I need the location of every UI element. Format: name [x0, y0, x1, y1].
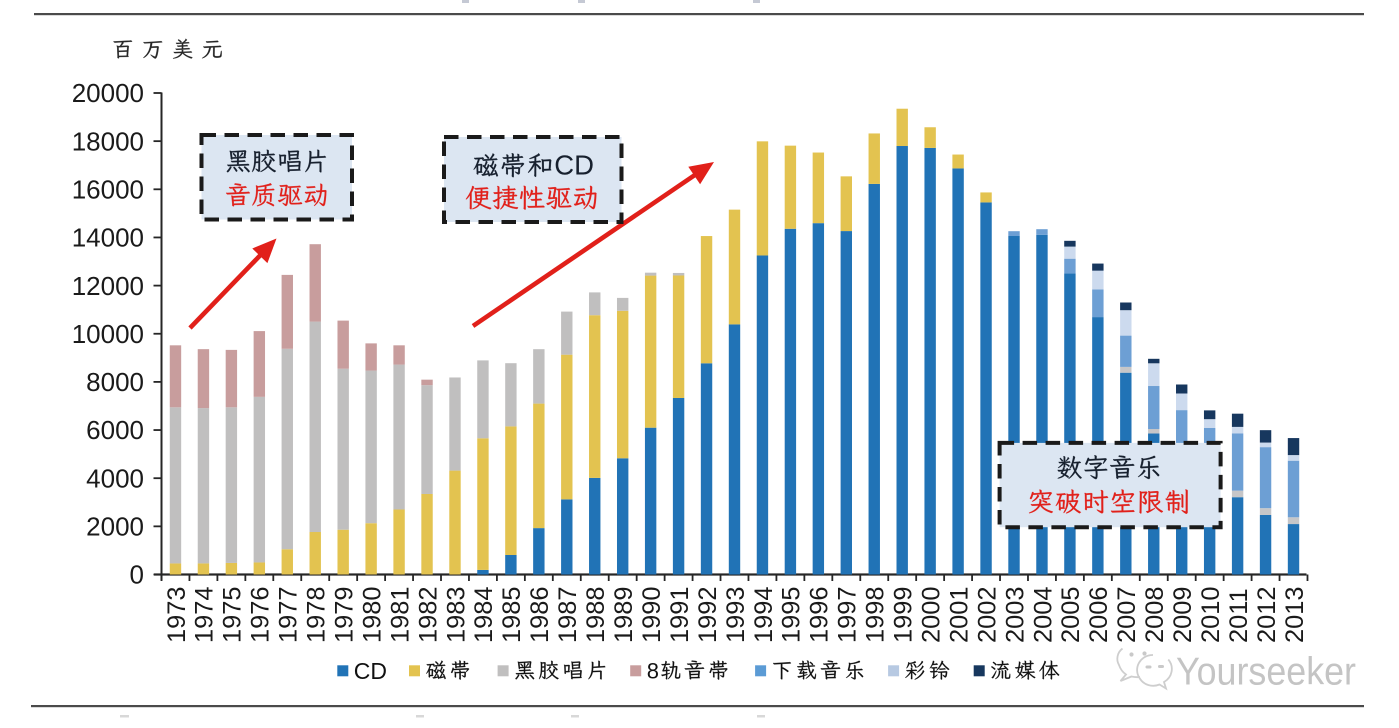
svg-text:1988: 1988 — [582, 587, 610, 643]
svg-text:1994: 1994 — [750, 587, 778, 643]
svg-text:10000: 10000 — [72, 319, 144, 349]
svg-text:1999: 1999 — [890, 587, 918, 643]
svg-text:1993: 1993 — [722, 587, 750, 643]
svg-text:2010: 2010 — [1197, 587, 1225, 643]
svg-text:2005: 2005 — [1057, 587, 1085, 643]
svg-text:CD: CD — [554, 150, 594, 181]
svg-text:Yourseeker: Yourseeker — [1176, 651, 1356, 694]
svg-text:8: 8 — [647, 659, 659, 684]
svg-text:1995: 1995 — [778, 587, 806, 643]
svg-text:1975: 1975 — [219, 587, 247, 643]
svg-text:12000: 12000 — [72, 271, 144, 301]
svg-text:1973: 1973 — [163, 587, 191, 643]
svg-text:1982: 1982 — [414, 587, 442, 643]
svg-text:1978: 1978 — [303, 587, 331, 643]
svg-text:1996: 1996 — [806, 587, 834, 643]
svg-text:2011: 2011 — [1225, 588, 1253, 643]
svg-text:1985: 1985 — [498, 587, 526, 643]
svg-text:6000: 6000 — [86, 415, 144, 445]
svg-text:2001: 2001 — [945, 587, 973, 643]
svg-text:1984: 1984 — [470, 587, 498, 643]
svg-text:1997: 1997 — [834, 587, 862, 643]
svg-text:20000: 20000 — [72, 78, 144, 108]
svg-text:1974: 1974 — [191, 587, 219, 643]
svg-text:2013: 2013 — [1281, 587, 1309, 643]
svg-text:2004: 2004 — [1029, 587, 1057, 643]
svg-text:2003: 2003 — [1001, 587, 1029, 643]
svg-text:18000: 18000 — [72, 126, 144, 156]
svg-text:14000: 14000 — [72, 223, 144, 253]
svg-text:0: 0 — [130, 560, 144, 590]
svg-text:2000: 2000 — [86, 512, 144, 542]
svg-text:2012: 2012 — [1253, 587, 1281, 643]
svg-text:1977: 1977 — [275, 587, 303, 643]
svg-text:CD: CD — [354, 658, 387, 684]
svg-text:1990: 1990 — [638, 587, 666, 643]
svg-text:2009: 2009 — [1169, 587, 1197, 643]
svg-text:1981: 1981 — [386, 587, 414, 643]
svg-text:2000: 2000 — [917, 587, 945, 643]
svg-text:2006: 2006 — [1085, 587, 1113, 643]
svg-text:1998: 1998 — [862, 587, 890, 643]
svg-text:1991: 1991 — [666, 587, 694, 643]
svg-text:2008: 2008 — [1141, 587, 1169, 643]
svg-text:2007: 2007 — [1113, 587, 1141, 643]
svg-text:1986: 1986 — [526, 587, 554, 643]
svg-text:1976: 1976 — [247, 587, 275, 643]
svg-text:1987: 1987 — [554, 587, 582, 643]
svg-text:1979: 1979 — [330, 587, 358, 643]
svg-text:1983: 1983 — [442, 587, 470, 643]
svg-text:1992: 1992 — [694, 587, 722, 643]
svg-text:16000: 16000 — [72, 175, 144, 205]
svg-text:4000: 4000 — [86, 463, 144, 493]
svg-text:1989: 1989 — [610, 587, 638, 643]
svg-text:2002: 2002 — [973, 587, 1001, 643]
svg-text:8000: 8000 — [86, 367, 144, 397]
svg-text:1980: 1980 — [358, 587, 386, 643]
